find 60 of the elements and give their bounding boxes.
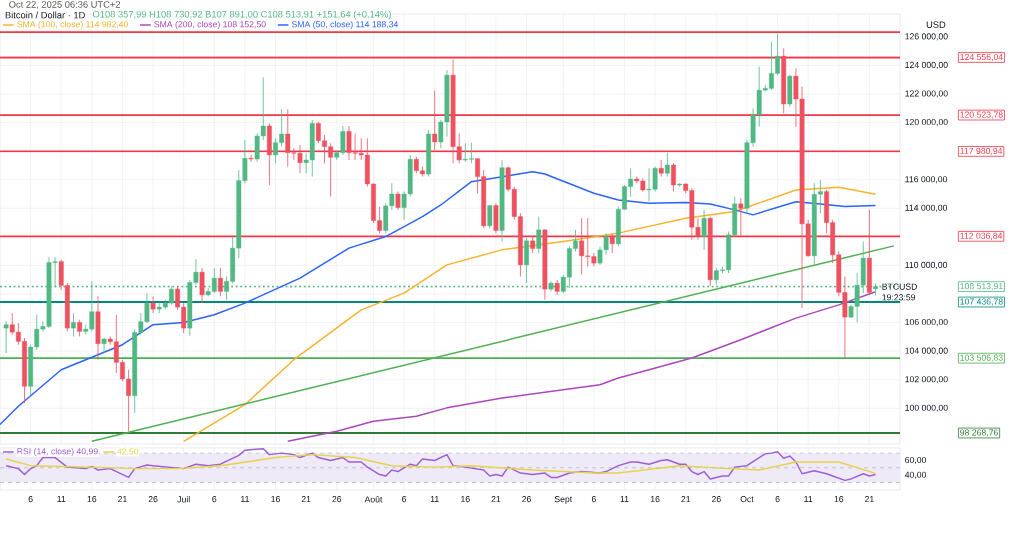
y-axis-title: USD [926,21,946,28]
y-tick-label: 122 000,00 [905,90,948,98]
x-tick-label: 26 [522,496,531,503]
x-tick-label: 21 [865,496,874,503]
y-tick-label: 104 000,00 [905,347,948,355]
y-tick-label: 114 000,00 [905,204,948,212]
ref-line-label: 103 506,83 [960,354,1003,362]
ref-line-label: 120 523,78 [960,111,1003,119]
chart-title: Bitcoin / Dollar · 1D [5,11,85,19]
x-tick-label: 16 [650,496,660,503]
x-tick-label: Sept [554,496,573,504]
ref-line-label: 112 036,84 [960,232,1003,240]
x-tick-label: Juil [177,496,190,503]
x-tick-label: 26 [332,496,342,503]
x-tick-label: Oct [740,496,754,503]
legend-label: SMA (100, close) 114 982,40 [17,20,128,30]
x-tick-label: 6 [775,496,780,503]
x-tick-label: 26 [148,496,158,503]
x-tick-label: 21 [118,496,127,503]
annotation: BTCUSD [882,283,917,290]
x-tick-label: 16 [87,496,97,503]
x-tick-label: 21 [681,496,691,503]
x-tick-label: 6 [591,496,596,503]
y-tick-label: 40,00 [904,471,927,479]
legend-label: SMA (50, close) 114 188,34 [291,20,399,30]
x-tick-label: 11 [430,496,439,502]
y-tick-label: 100 000,00 [905,404,948,412]
y-tick-label: 116 000,00 [905,176,948,184]
legend-label: SMA (200, close) 108 152,50 [154,20,266,30]
y-tick-label: 126 000,00 [905,33,948,41]
legend-label: RSI (14, close) 40,99 [17,447,98,457]
x-tick-label: 6 [212,496,217,503]
x-tick-label: 21 [301,496,311,503]
x-tick-label: 16 [461,496,470,503]
x-tick-label: Août [364,496,383,503]
x-tick-label: 21 [491,496,501,503]
y-tick-label: 124 000,00 [905,61,948,69]
x-tick-label: 16 [271,496,280,503]
y-tick-label: 106 000,00 [905,318,948,327]
x-tick-label: 6 [28,496,33,503]
x-tick-label: 11 [57,496,66,502]
y-tick-label: 102 000,00 [905,376,948,384]
x-tick-label: 11 [620,496,629,502]
x-tick-label: 11 [804,496,813,502]
annotation: 19:23:59 [882,294,916,301]
y-tick-label: 60,00 [905,456,927,465]
y-tick-label: 110 000,00 [905,261,948,269]
ref-line-label: 108 513,91 [960,283,1003,291]
ref-line-label: 124 556,04 [960,53,1003,62]
legend-label: 42,50 [117,448,139,456]
x-tick-label: 6 [402,496,407,503]
text: Oct 22, 2025 06:36 UTC+2 [9,1,121,9]
ref-line-label: 107 436,78 [960,298,1003,306]
x-tick-label: 16 [834,496,844,503]
y-tick-label: 120 000,00 [905,118,948,127]
x-tick-label: 11 [241,496,249,502]
ref-line-label: 117 980,94 [960,147,1003,155]
x-tick-label: 26 [711,496,721,503]
ref-line-label: 98 268,76 [960,429,998,437]
chart-subtitle: O108 357,99 H108 730,92 B107 891,00 C108 513,91 +151,64 (+0,14%) [92,10,391,20]
